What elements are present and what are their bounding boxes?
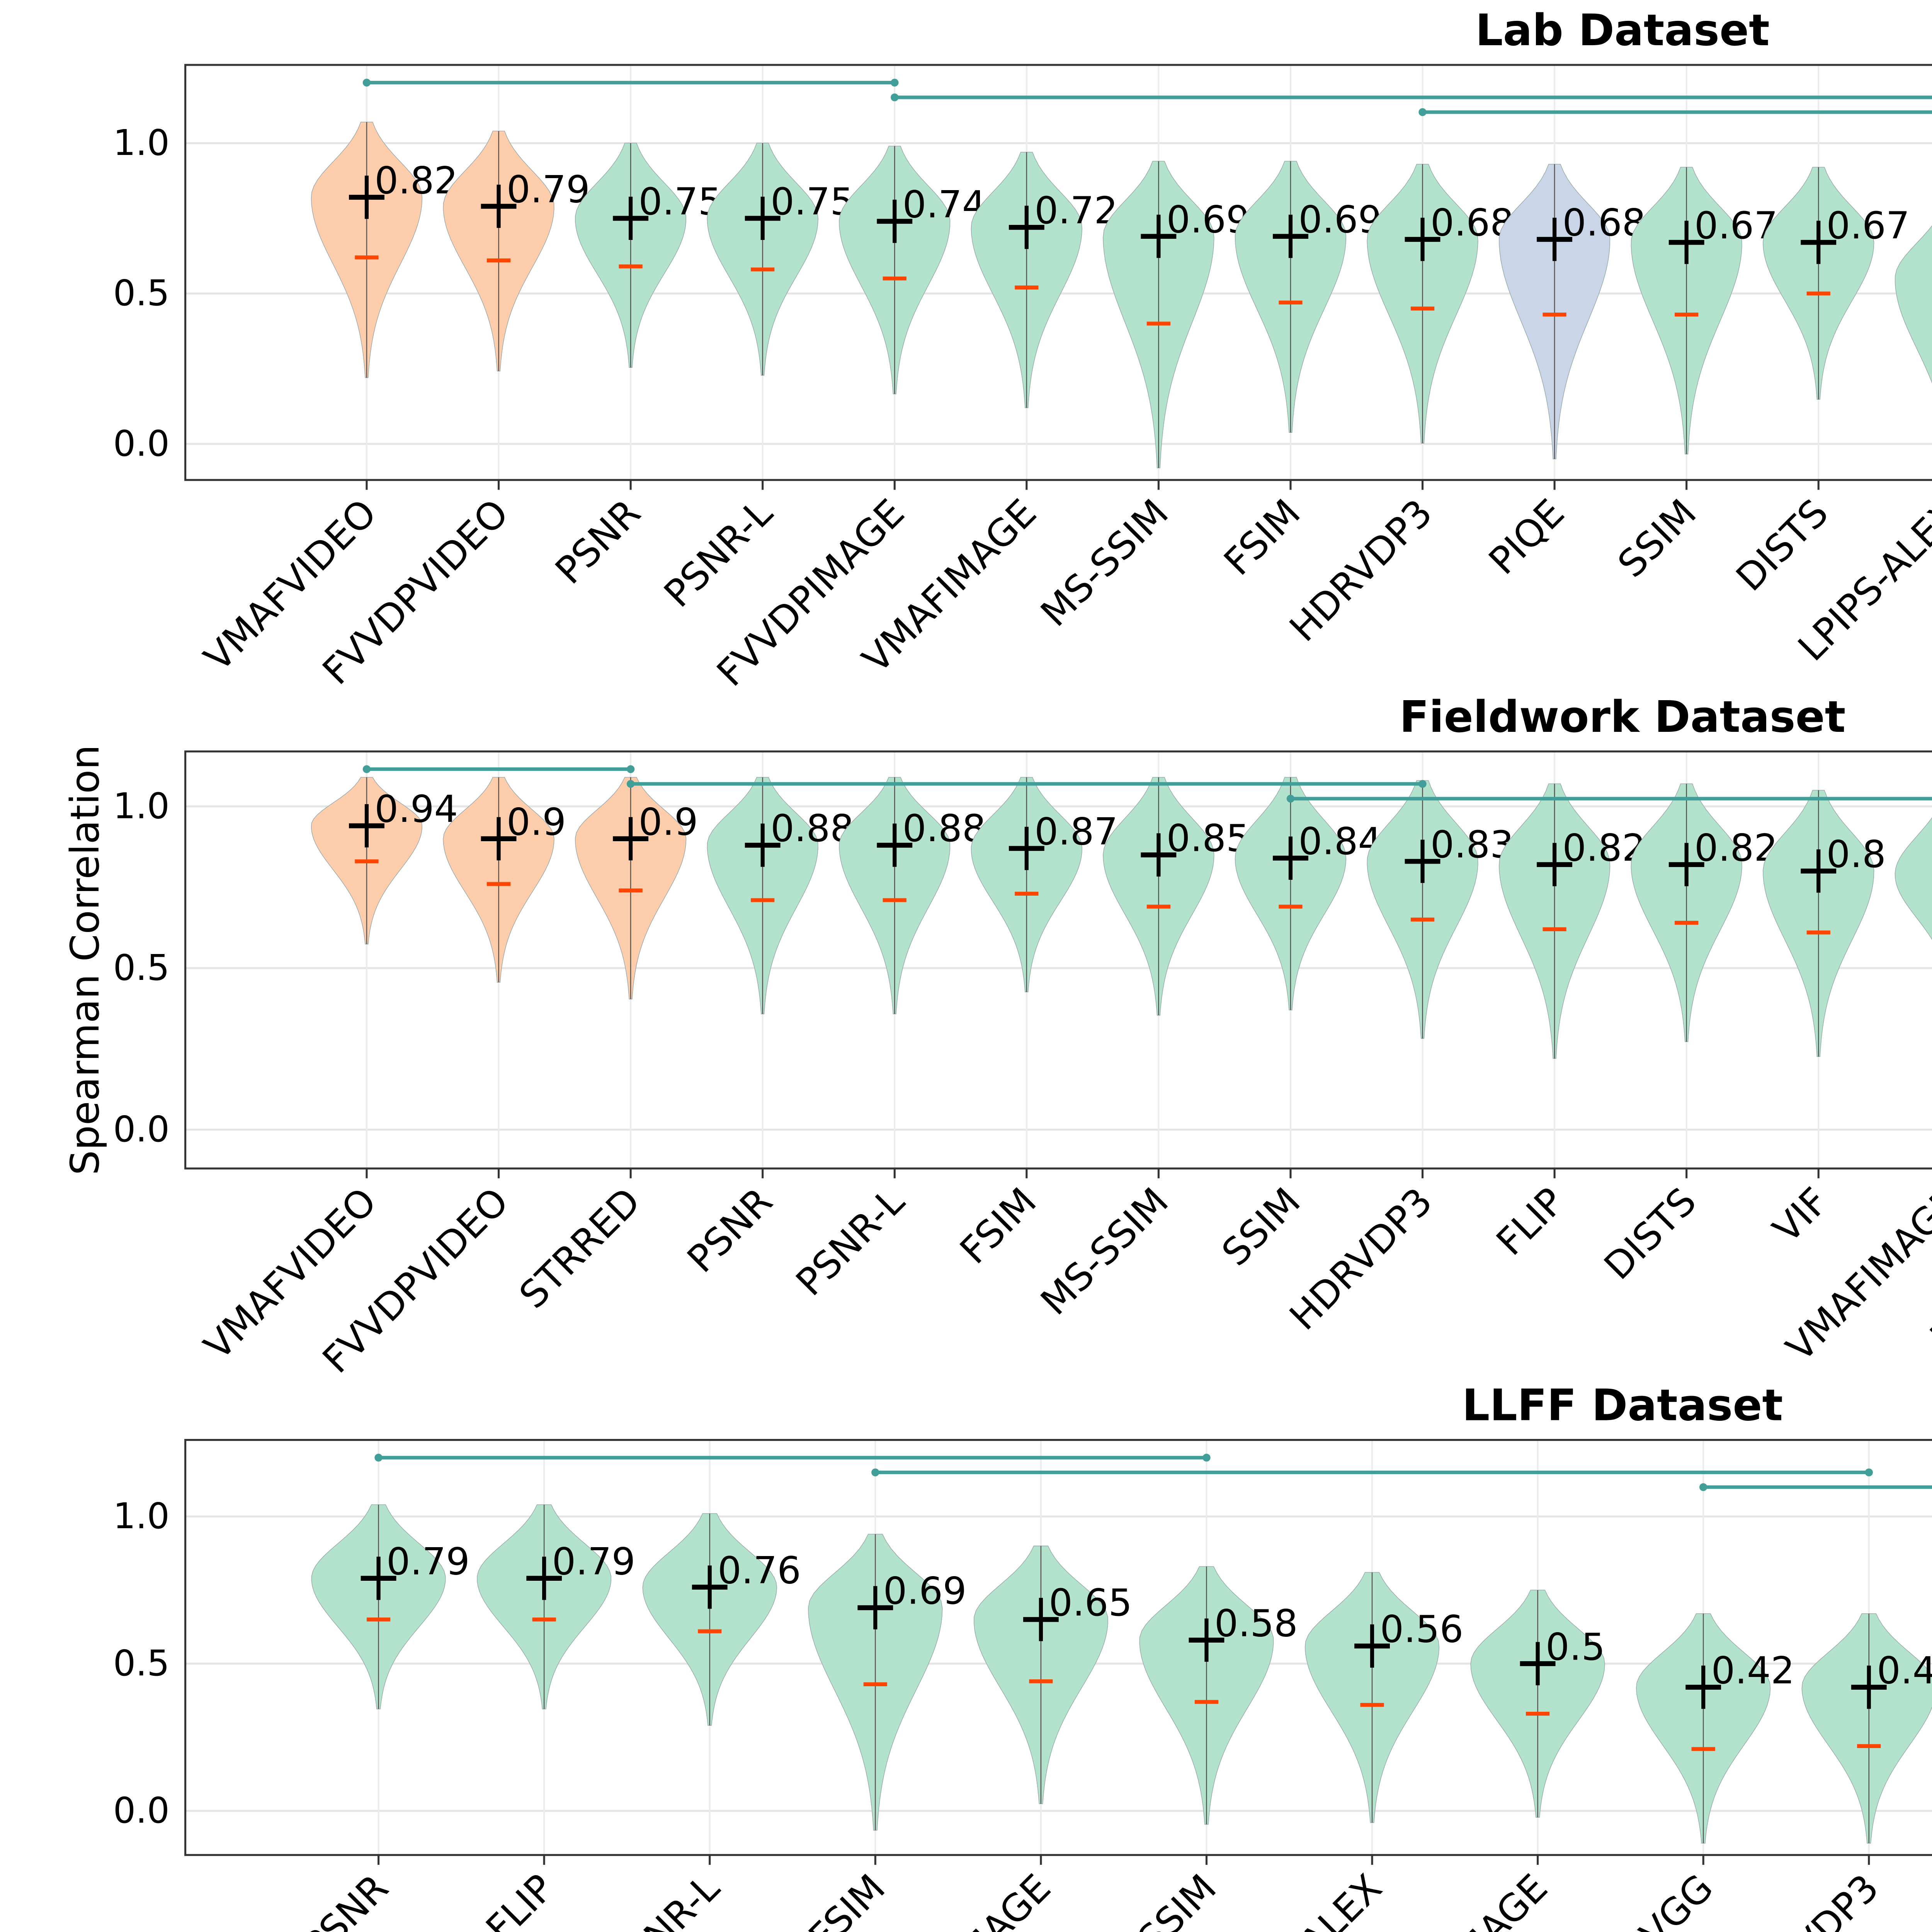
y-tick-label: 0.5: [113, 1643, 170, 1684]
x-tick-label: PSNR-L: [656, 491, 781, 616]
y-tick-label: 0.0: [113, 423, 170, 464]
x-tick-label: SSIM: [1609, 491, 1704, 586]
violin-lpips-alex: [1895, 225, 1932, 384]
x-tick-label: PSNR: [547, 491, 649, 592]
violin-hdrvdp3: [1801, 1613, 1932, 1844]
axes-frame: [184, 64, 1932, 481]
panel-title: Fieldwork Dataset: [1400, 692, 1846, 742]
x-tick-label: FSIM: [1216, 491, 1309, 584]
mean-value-label: 0.74: [903, 183, 986, 226]
y-tick-label: 0.0: [113, 1790, 170, 1831]
panel-2: LLFF Dataset 0.0 0.5 1.0 0.79 PSNR 0.79 FLIP 0.7…: [113, 1381, 1932, 1932]
panel-0: Lab Dataset0.00.51.00.82VMAFVIDEO0.79FVV…: [113, 5, 1932, 695]
x-tick-label: FSIM: [952, 1179, 1045, 1272]
bracket-end: [1699, 1483, 1708, 1491]
mean-value-label: 0.5: [1546, 1625, 1605, 1668]
mean-value-label: 0.8: [1827, 832, 1886, 876]
mean-value-label: 0.82: [374, 158, 458, 202]
x-tick-label: FSIM: [800, 1866, 893, 1932]
x-tick-label: VMAFIMAGE: [868, 1866, 1059, 1932]
x-tick-label: LPIPS-ALEX: [1211, 1866, 1390, 1932]
x-tick-label: FLIP: [1488, 1179, 1573, 1264]
bracket-end: [374, 1454, 383, 1462]
mean-value-label: 0.82: [1694, 826, 1778, 869]
y-tick-label: 0.5: [113, 272, 170, 314]
mean-value-label: 0.56: [1380, 1607, 1463, 1651]
bracket-end: [1865, 1468, 1873, 1476]
x-tick-label: STRRED: [511, 1179, 649, 1317]
x-tick-label: PIQE: [1480, 491, 1573, 583]
mean-value-label: 0.9: [507, 800, 566, 844]
y-tick-label: 1.0: [113, 1495, 170, 1537]
x-tick-label: HDRVDP3: [1281, 491, 1441, 650]
x-tick-label: VIF: [1765, 1179, 1837, 1251]
mean-value-label: 0.67: [1827, 204, 1910, 247]
mean-value-label: 0.72: [1034, 189, 1118, 232]
bracket-end: [1286, 794, 1295, 803]
bracket-end: [891, 93, 899, 102]
bracket-end: [871, 1468, 879, 1476]
violin-vmafimage: [1895, 817, 1932, 940]
mean-value-label: 0.65: [1049, 1581, 1132, 1624]
x-tick-label: FLIP: [478, 1866, 562, 1932]
mean-value-label: 0.79: [507, 168, 590, 211]
mean-value-label: 0.42: [1877, 1648, 1932, 1692]
bracket-end: [891, 78, 899, 87]
mean-value-label: 0.94: [374, 787, 458, 831]
panel-title: Lab Dataset: [1475, 5, 1770, 56]
mean-value-label: 0.42: [1711, 1648, 1795, 1692]
x-tick-label: HDRVDP3: [1728, 1866, 1887, 1932]
bracket-end: [1418, 108, 1427, 116]
x-tick-label: PSNR: [679, 1179, 781, 1281]
x-tick-label: MS-SSIM: [1080, 1866, 1225, 1932]
mean-value-label: 0.58: [1214, 1602, 1298, 1645]
mean-value-label: 0.79: [386, 1540, 470, 1583]
x-tick-label: MS-SSIM: [1032, 491, 1177, 635]
x-tick-label: SSIM: [1213, 1179, 1308, 1274]
y-tick-label: 1.0: [113, 786, 170, 827]
x-tick-label: PSNR-L: [603, 1866, 728, 1932]
x-tick-label: MS-SSIM: [1032, 1179, 1177, 1323]
axes-frame: [184, 750, 1932, 1170]
bracket-end: [626, 765, 635, 773]
x-tick-label: PSNR: [295, 1866, 397, 1932]
panel-title: LLFF Dataset: [1462, 1381, 1783, 1431]
bracket-end: [1418, 780, 1427, 788]
mean-value-label: 0.9: [639, 800, 698, 844]
x-tick-label: DISTS: [1728, 491, 1837, 599]
mean-value-label: 0.76: [718, 1548, 801, 1592]
x-tick-label: LPIPS-VGG: [1552, 1866, 1721, 1932]
bracket-end: [626, 780, 635, 788]
mean-value-label: 0.87: [1034, 810, 1118, 854]
bracket-end: [362, 78, 371, 87]
mean-value-label: 0.69: [883, 1569, 967, 1613]
y-tick-label: 1.0: [113, 122, 170, 163]
axes-frame: [184, 1439, 1932, 1856]
x-tick-label: PSNR-L: [787, 1179, 913, 1304]
bracket-end: [1202, 1454, 1211, 1462]
y-axis-label: Spearman Correlation: [62, 745, 108, 1175]
mean-value-label: 0.79: [552, 1540, 636, 1583]
x-tick-label: DISTS: [1596, 1179, 1705, 1288]
y-tick-label: 0.5: [113, 947, 170, 988]
y-tick-label: 0.0: [113, 1109, 170, 1150]
bracket-end: [362, 765, 371, 773]
x-tick-label: HDRVDP3: [1281, 1179, 1441, 1338]
